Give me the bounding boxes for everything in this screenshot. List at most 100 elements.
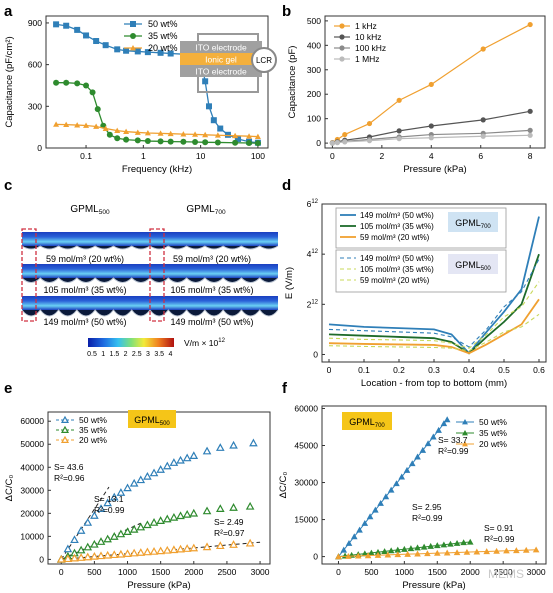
y-tick-label: 40000 [20,462,44,472]
fit-r2-label: R²=0.99 [484,534,515,544]
data-point [74,80,81,87]
plot-frame [321,405,547,565]
data-point [215,443,225,451]
chart-a: 0.1 1 10 100 0 300 600 900 Frequency (kHz) Capaci… [4,15,269,175]
data-point [232,139,239,146]
data-point [93,38,100,45]
x-tick-label: 4 [429,151,434,161]
data-point [483,548,491,555]
data-point [94,106,101,113]
data-point [63,544,73,553]
y-tick-label: 0 [37,143,42,153]
data-point [180,131,187,137]
data-point [83,518,93,526]
fit-slope-label: S= 2.49 [214,517,244,527]
microstructure-surface [149,277,279,283]
data-point [361,550,369,557]
data-point [96,537,106,545]
x-tick-label: 6 [478,151,483,161]
microstructure-surface [21,277,151,283]
data-point [123,527,132,535]
data-point [428,123,434,129]
legend-marker [339,23,345,29]
data-point [53,21,60,28]
fit-r2-label: R²=0.99 [438,446,469,456]
data-point [182,453,192,462]
data-point [532,546,540,553]
legend-label: 149 mol/m³ (50 wt%) [360,254,434,263]
x-tick-label: 0 [336,567,341,577]
data-point [403,466,411,473]
x-tick-label: 1500 [428,567,447,577]
data-point [381,548,388,555]
x-tick-label: 1000 [118,567,137,577]
field-maps: GPML500 GPML700 59 mol/m³ (20 wt%) 105 m… [21,204,279,358]
x-tick-label: 500 [364,567,378,577]
data-point [63,22,70,29]
data-point [116,529,126,538]
data-point [123,136,130,143]
colorbar-tick-label: 2 [124,351,128,358]
x-tick-label: 500 [87,567,101,577]
data-point [433,542,441,549]
legend-label: 50 wt% [148,19,178,29]
y-tick-label: 300 [28,101,42,111]
data-point [246,133,253,139]
y-tick-label: 30000 [20,485,44,495]
microstructure-surface [21,309,151,317]
data-point [361,519,369,526]
data-point [493,547,500,554]
data-point [167,50,174,57]
data-point [374,548,382,555]
data-point [169,512,179,521]
x-tick-label: 0 [327,365,332,375]
data-point [407,545,415,552]
series-line [328,253,540,355]
data-point [149,518,159,526]
data-point [372,506,379,513]
data-point [157,49,164,56]
data-point [74,26,81,33]
data-point [157,138,164,145]
data-point [189,508,199,517]
data-point [129,548,139,557]
lcr-label: LCR [256,56,272,65]
fit-slope-label: S= 13.1 [94,494,124,504]
data-point [408,460,416,467]
data-point [428,135,434,141]
x-tick-label: 2000 [184,567,203,577]
data-point [340,546,348,553]
field-band [22,296,150,310]
fit-slope-label: S= 0.91 [484,523,514,533]
y-tick-label: 200 [307,89,321,99]
data-point [76,526,86,534]
data-point [53,79,60,86]
data-point [109,492,119,501]
data-point [56,554,66,563]
colorbar-ticks: 0.5 1 1.5 2 2.5 3 3.5 4 [87,351,172,358]
x-tick-label: 2500 [494,567,513,577]
data-point [96,504,106,512]
data-point [377,499,384,506]
data-point [334,140,340,146]
x-tick-label: 0 [59,567,64,577]
y-tick-label: 50000 [20,439,44,449]
plot-frame [45,15,269,149]
data-point [182,509,192,518]
data-point [387,547,395,554]
data-point [63,554,73,563]
x-tick-label: 2000 [461,567,480,577]
data-point [350,533,358,540]
x-tick-label: 2 [379,151,384,161]
gpml-tag-bg [342,412,392,430]
data-point [342,131,348,138]
y-tick-label: 212 [307,299,319,309]
data-point [144,138,151,145]
data-point [214,132,221,138]
legend-marker [60,425,70,433]
data-point [189,543,199,552]
data-point [249,438,258,447]
data-point [229,540,238,548]
colorbar-tick-label: 3 [146,351,150,358]
